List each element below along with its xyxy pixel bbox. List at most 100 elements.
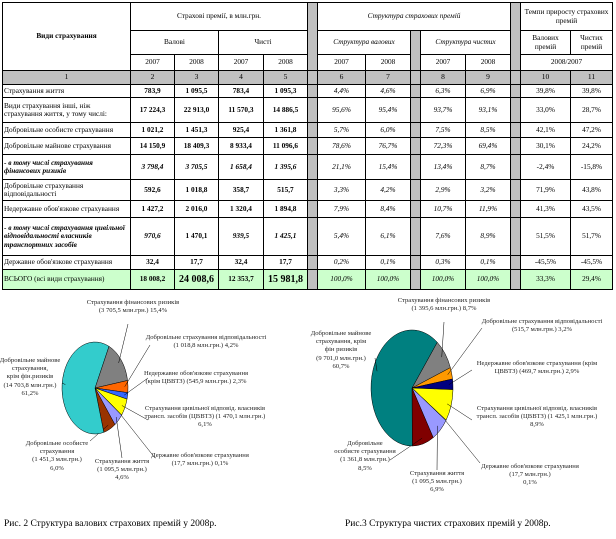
header-gross: Валові: [130, 30, 219, 55]
table-cell: 14 886,5: [263, 97, 308, 123]
pie-label-line: (1 095,5 млн.грн.): [412, 478, 462, 486]
table-row: - в тому числі страхування фінансових ри…: [2, 154, 613, 180]
pie-label-line: Добровільне майнове: [0, 357, 61, 364]
pie-label-line: крім фін.ризиків: [6, 373, 54, 381]
pie-label-line: 0,1%: [523, 479, 537, 487]
leader-line: [448, 369, 473, 385]
header-structure-gross: Структура валових: [317, 30, 411, 55]
header-structure-net: Структура чистих: [420, 30, 511, 55]
pie-slice: [370, 329, 438, 447]
year: 2008: [263, 54, 308, 71]
pie-label-line: 4,6%: [115, 474, 129, 482]
pie-label-line: (1 095,5 млн.грн.): [97, 466, 147, 474]
pie-label-line: 6,1%: [198, 421, 212, 429]
pie-label: Страхування фінансових ризиків (1 395,6 м…: [398, 297, 491, 313]
pie-label-line: (крім ЦВВТЗ) (545,9 млн.грн.) 2,3%: [145, 378, 247, 386]
leader-line: [442, 416, 481, 464]
table-cell: 1 470,1: [174, 217, 219, 256]
pie-label-line: особисте страхування: [334, 448, 396, 456]
header-growth-gross: Валових премій: [520, 30, 571, 55]
pie-label: Страхування життя (1 095,5 млн.грн.) 4,6%: [95, 458, 149, 483]
column-number: 9: [465, 70, 511, 85]
table-cell: 939,5: [218, 217, 264, 256]
pie-label-line: страхування,: [11, 365, 49, 373]
header-net: Чисті: [218, 30, 308, 55]
table-cell: 28,7%: [570, 97, 613, 123]
pie-label-line: Страхування життя: [409, 470, 465, 477]
pie-label-line: 60,7%: [332, 362, 350, 370]
pie-label-line: (1 451,3 млн.грн.): [32, 456, 82, 464]
leader-line: [447, 403, 473, 421]
pie-label-line: (9 701,0 млн.грн.): [316, 354, 366, 362]
table-row: Добровільне страхування відповідальності…: [2, 179, 613, 201]
column-number: 6: [317, 70, 366, 85]
column-number: 8: [420, 70, 466, 85]
pie-label-line: Державне обов'язкове страхування: [151, 452, 249, 459]
table-cell: 1 658,4: [218, 154, 264, 180]
table-cell: 7,6%: [420, 217, 466, 256]
header-structure: Структура страхових премій: [317, 2, 511, 31]
table-cell: 13,4%: [420, 154, 466, 180]
pie-label: Страхування фінансових ризиків (3 705,5 м…: [87, 299, 180, 315]
pie-label-line: (17,7 млн.грн.): [509, 471, 551, 479]
leader-line: [61, 382, 66, 385]
table-cell: 17 224,3: [130, 97, 175, 123]
pie-label: Добровільне особисте страхування (1 361,8 …: [334, 440, 395, 473]
pie-label: Державне обов'язкове страхування (17,7 мл…: [481, 463, 579, 488]
pie-label-line: Добровільне майнове: [310, 330, 372, 337]
figure-caption-3: Рис.3 Структура чистих страхових премій …: [345, 519, 551, 529]
pie-label-line: трансп. засобів (ЦВВТЗ) (1 425,1 млн.грн…: [476, 413, 598, 421]
pie-label-line: Страхування фінансових ризиків: [86, 299, 180, 306]
pie-label-line: (1 395,6 млн.грн.) 8,7%: [411, 305, 477, 313]
pie-label-line: (515,7 млн.грн.) 3,2%: [511, 326, 573, 334]
pie-label-line: (1 018,8 млн.грн.) 4,2%: [173, 342, 239, 350]
table-cell: 3 705,5: [174, 154, 219, 180]
pie-label-line: Недержавне обов'язкове страхування: [143, 370, 249, 377]
total-row: ВСЬОГО (всі види страхування) 18 008,2 24 …: [2, 269, 613, 290]
pie-label-line: (3 705,5 млн.грн.) 15,4%: [98, 307, 168, 315]
table-row: Державне обов'язкове страхування 32,4 17,7…: [2, 255, 613, 270]
pie-label-line: (14 703,8 млн.грн.): [3, 381, 57, 389]
insurance-premiums-table: Види страхування Страхові премії, в млн.…: [2, 2, 613, 290]
table-row: Недержавне обов'язкове страхування 1 427,…: [2, 200, 613, 218]
pie-label: Державне обов'язкове страхування (17,7 мл…: [151, 452, 249, 468]
pie-label-line: 6,0%: [50, 464, 64, 472]
pie-label: Недержавне обов'язкове страхування (крім …: [144, 370, 248, 386]
table-cell: 15 981,8: [263, 269, 308, 290]
pie-label-line: Страхування цивільної відповід. власникі…: [144, 405, 266, 412]
row-label: Види страхування інші, ніж страхування ж…: [2, 97, 131, 123]
column-number: 2: [130, 70, 175, 85]
pie-label: Добровільне страхування відповідальності…: [146, 334, 267, 350]
row-label: ВСЬОГО (всі види страхування): [2, 269, 131, 290]
table-row: Види страхування інші, ніж страхування ж…: [2, 97, 613, 123]
pie-label: Добровільне страхування відповідальності…: [482, 318, 603, 334]
table-cell: 12 353,7: [218, 269, 264, 290]
table-cell: 24 008,6: [174, 269, 219, 290]
column-number: 7: [365, 70, 411, 85]
pie-label-line: (17,7 млн.грн.) 0,1%: [171, 460, 229, 468]
pie-label: Добровільне майнове страхування, крім фін …: [311, 330, 372, 371]
table-cell: 33,0%: [520, 97, 571, 123]
row-label: - в тому числі страхування цивільної від…: [2, 217, 131, 256]
table-cell: 93,1%: [465, 97, 511, 123]
pie-label-line: 8,5%: [358, 464, 372, 472]
leader-line: [441, 321, 445, 358]
figure-caption-2: Рис. 2 Структура валових страхових премі…: [4, 519, 217, 529]
leader-line: [115, 417, 123, 459]
table-cell: 29,4%: [570, 269, 613, 290]
row-label: - в тому числі страхування фінансових ри…: [2, 154, 131, 180]
table-cell: 21,1%: [317, 154, 366, 180]
table-row: Страхування життя 783,9 1 095,5 783,4 1 095,…: [2, 84, 613, 98]
pie-label-line: Добровільне: [347, 440, 383, 447]
leader-line: [374, 357, 378, 372]
pie-label-line: Страхування фінансових ризиків: [397, 297, 491, 304]
leader-line: [121, 405, 149, 421]
pie-label-line: Страхування життя: [94, 458, 150, 465]
pie-label-line: фін ризиків: [324, 346, 358, 354]
table-cell: 100,0%: [465, 269, 511, 290]
pie-label: Страхування цивільної відповід. власникі…: [145, 405, 266, 430]
pie-label: Страхування цивільної відповід. власникі…: [477, 405, 598, 430]
pie-label-line: (1 361,8 млн.грн.): [340, 456, 390, 464]
pie-label: Добровільне майнове страхування, крім фін.…: [0, 357, 60, 398]
